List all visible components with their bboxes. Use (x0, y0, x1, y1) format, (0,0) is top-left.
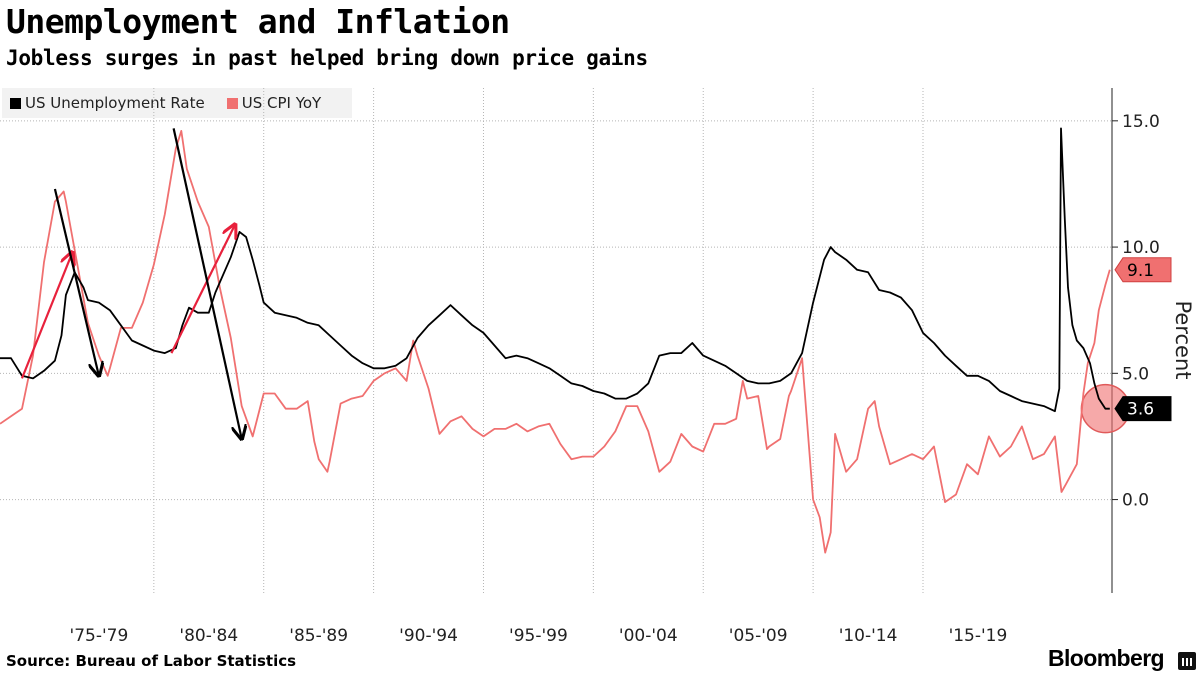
legend-swatch-unemployment (10, 97, 21, 109)
y-tick-label: 0.0 (1122, 491, 1149, 511)
x-tick-label: '00-'04 (619, 626, 678, 646)
annotation-arrow (53, 188, 99, 376)
x-tick-label: '80-'84 (179, 626, 238, 646)
source-note: Source: Bureau of Labor Statistics (6, 652, 297, 670)
annotation-arrow (172, 128, 242, 439)
x-tick-label: '75-'79 (70, 626, 129, 646)
x-tick-label: '15-'19 (949, 626, 1008, 646)
last-value-label-unemployment-bg (1114, 396, 1172, 422)
annotation-arrow (170, 224, 235, 354)
x-tick-label: '05-'09 (729, 626, 788, 646)
legend-item-cpi: US CPI YoY (226, 94, 322, 112)
brand-logo: Bloomberg (1048, 645, 1165, 671)
y-tick-label: 15.0 (1122, 112, 1160, 132)
chart-subtitle: Jobless surges in past helped bring down… (6, 46, 648, 70)
x-tick-label: '85-'89 (289, 626, 348, 646)
legend-label-cpi: US CPI YoY (241, 94, 322, 112)
y-axis-title: Percent (1171, 300, 1195, 379)
chart-title: Unemployment and Inflation (6, 2, 510, 41)
bloomberg-terminal-icon (1178, 652, 1196, 670)
legend-swatch-cpi (226, 97, 238, 109)
chart-legend: US Unemployment Rate US CPI YoY (2, 88, 352, 118)
x-tick-label: '95-'99 (509, 626, 568, 646)
y-tick-label: 5.0 (1122, 364, 1149, 384)
legend-item-unemployment: US Unemployment Rate (10, 94, 205, 112)
x-tick-label: '90-'94 (399, 626, 458, 646)
series-line-cpi (0, 130, 1111, 554)
y-tick-label: 10.0 (1122, 238, 1160, 258)
annotation-arrow (20, 252, 73, 379)
last-value-label-cpi: 9.1 (1127, 261, 1154, 281)
legend-label-unemployment: US Unemployment Rate (25, 94, 205, 112)
last-value-label-cpi-bg (1114, 257, 1172, 283)
last-value-label-unemployment: 3.6 (1127, 400, 1154, 420)
x-tick-label: '10-'14 (839, 626, 898, 646)
series-line-unemployment (0, 127, 1110, 413)
